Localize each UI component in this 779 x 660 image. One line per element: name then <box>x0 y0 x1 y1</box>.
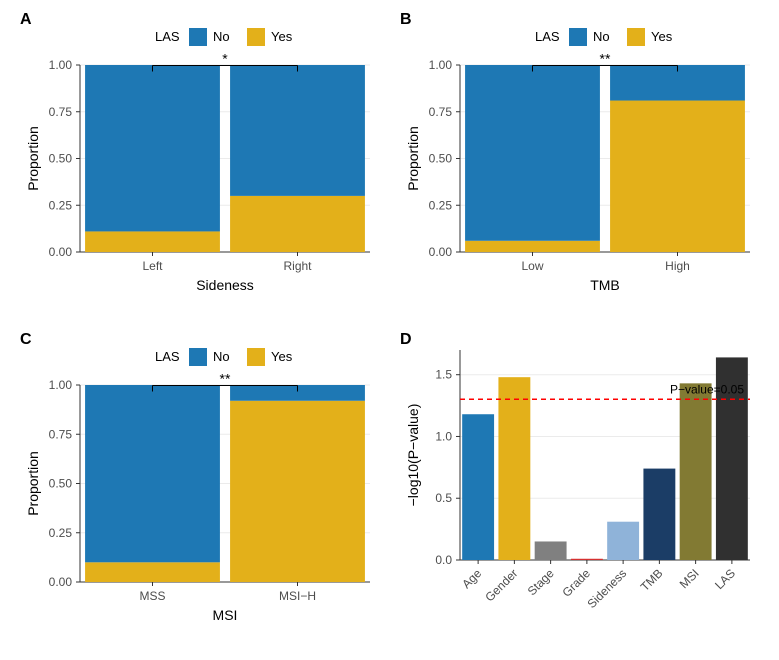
ytick-label: 0.50 <box>429 152 453 166</box>
ytick-label: 0.50 <box>49 152 73 166</box>
figure-container: A LAS No Yes 0.00 0.25 0.50 0.75 1.00 Left Right * S… <box>0 0 779 660</box>
xtick-label: Low <box>521 259 543 273</box>
bar <box>571 559 603 560</box>
legend-label: No <box>593 29 610 44</box>
legend-label: No <box>213 29 230 44</box>
bar-yes <box>230 401 365 582</box>
bar-no <box>85 385 220 562</box>
xtick-label: Gender <box>482 566 520 604</box>
ytick-label: 1.0 <box>435 429 452 443</box>
x-axis-title: TMB <box>590 277 620 293</box>
sig-label: * <box>222 51 228 67</box>
legend-label: Yes <box>651 29 673 44</box>
ytick-label: 0.00 <box>49 575 73 589</box>
y-axis-title: −log10(P−value) <box>405 404 421 507</box>
ytick-label: 1.00 <box>49 58 73 72</box>
bar-yes <box>465 241 600 252</box>
ytick-label: 1.00 <box>49 378 73 392</box>
legend-swatch-yes <box>627 28 645 46</box>
xtick-label: Stage <box>525 566 557 598</box>
legend-title: LAS <box>155 29 180 44</box>
xtick-label: LAS <box>712 566 738 592</box>
panel-label: D <box>400 331 412 348</box>
legend-swatch-yes <box>247 348 265 366</box>
ytick-label: 0.25 <box>429 198 453 212</box>
sig-label: ** <box>220 371 231 387</box>
legend-swatch-no <box>189 348 207 366</box>
y-axis-title: Proportion <box>405 126 421 191</box>
ytick-label: 1.5 <box>435 368 452 382</box>
legend-label: Yes <box>271 29 293 44</box>
bar-no <box>465 65 600 241</box>
bar <box>607 522 639 560</box>
ytick-label: 0.00 <box>49 245 73 259</box>
xtick-label: TMB <box>638 566 666 594</box>
legend-swatch-yes <box>247 28 265 46</box>
ytick-label: 0.0 <box>435 553 452 567</box>
legend-swatch-no <box>189 28 207 46</box>
bar-no <box>85 65 220 231</box>
x-axis-title: Sideness <box>196 277 254 293</box>
ytick-label: 0.00 <box>429 245 453 259</box>
ytick-label: 0.50 <box>49 477 73 491</box>
xtick-label: Right <box>283 259 312 273</box>
xtick-label: MSS <box>139 589 165 603</box>
ytick-label: 0.25 <box>49 198 73 212</box>
xtick-label: MSI−H <box>279 589 316 603</box>
y-axis-title: Proportion <box>25 126 41 191</box>
legend-title: LAS <box>535 29 560 44</box>
bar-yes <box>85 231 220 252</box>
bar <box>643 469 675 560</box>
legend-title: LAS <box>155 349 180 364</box>
bar <box>680 383 712 560</box>
bar <box>462 414 494 560</box>
xtick-label: Left <box>142 259 163 273</box>
ytick-label: 0.25 <box>49 526 73 540</box>
ytick-label: 0.75 <box>429 105 453 119</box>
ytick-label: 1.00 <box>429 58 453 72</box>
bar <box>498 377 530 560</box>
xtick-label: Grade <box>560 566 594 600</box>
legend-label: No <box>213 349 230 364</box>
panel-c: C LAS No Yes 0.00 0.25 0.50 0.75 1.00 MSS MSI−H ** M… <box>20 331 370 623</box>
panel-d: D 0.0 0.5 1.0 1.5 AgeGenderStageGradeSideness… <box>400 331 750 611</box>
sig-label: ** <box>600 51 611 67</box>
bar-yes <box>230 196 365 252</box>
panel-label: B <box>400 11 412 28</box>
bar-no <box>230 65 365 196</box>
panel-a: A LAS No Yes 0.00 0.25 0.50 0.75 1.00 Left Right * S… <box>20 11 370 293</box>
panel-label: C <box>20 331 32 348</box>
bar-yes <box>610 101 745 252</box>
xtick-label: Sideness <box>584 566 629 611</box>
xtick-label: High <box>665 259 690 273</box>
ref-line-label: P−value=0.05 <box>670 382 744 396</box>
ytick-label: 0.75 <box>49 427 73 441</box>
ytick-label: 0.75 <box>49 105 73 119</box>
ytick-label: 0.5 <box>435 491 452 505</box>
bar-yes <box>85 562 220 582</box>
xtick-label: MSI <box>677 566 702 591</box>
legend-swatch-no <box>569 28 587 46</box>
x-axis-title: MSI <box>213 607 238 623</box>
legend-label: Yes <box>271 349 293 364</box>
xtick-label: Age <box>459 566 484 591</box>
panel-label: A <box>20 11 32 28</box>
figure-svg: A LAS No Yes 0.00 0.25 0.50 0.75 1.00 Left Right * S… <box>0 0 779 660</box>
panel-b: B LAS No Yes 0.00 0.25 0.50 0.75 1.00 Low High ** TM… <box>400 11 750 293</box>
y-axis-title: Proportion <box>25 451 41 516</box>
bar <box>535 541 567 560</box>
